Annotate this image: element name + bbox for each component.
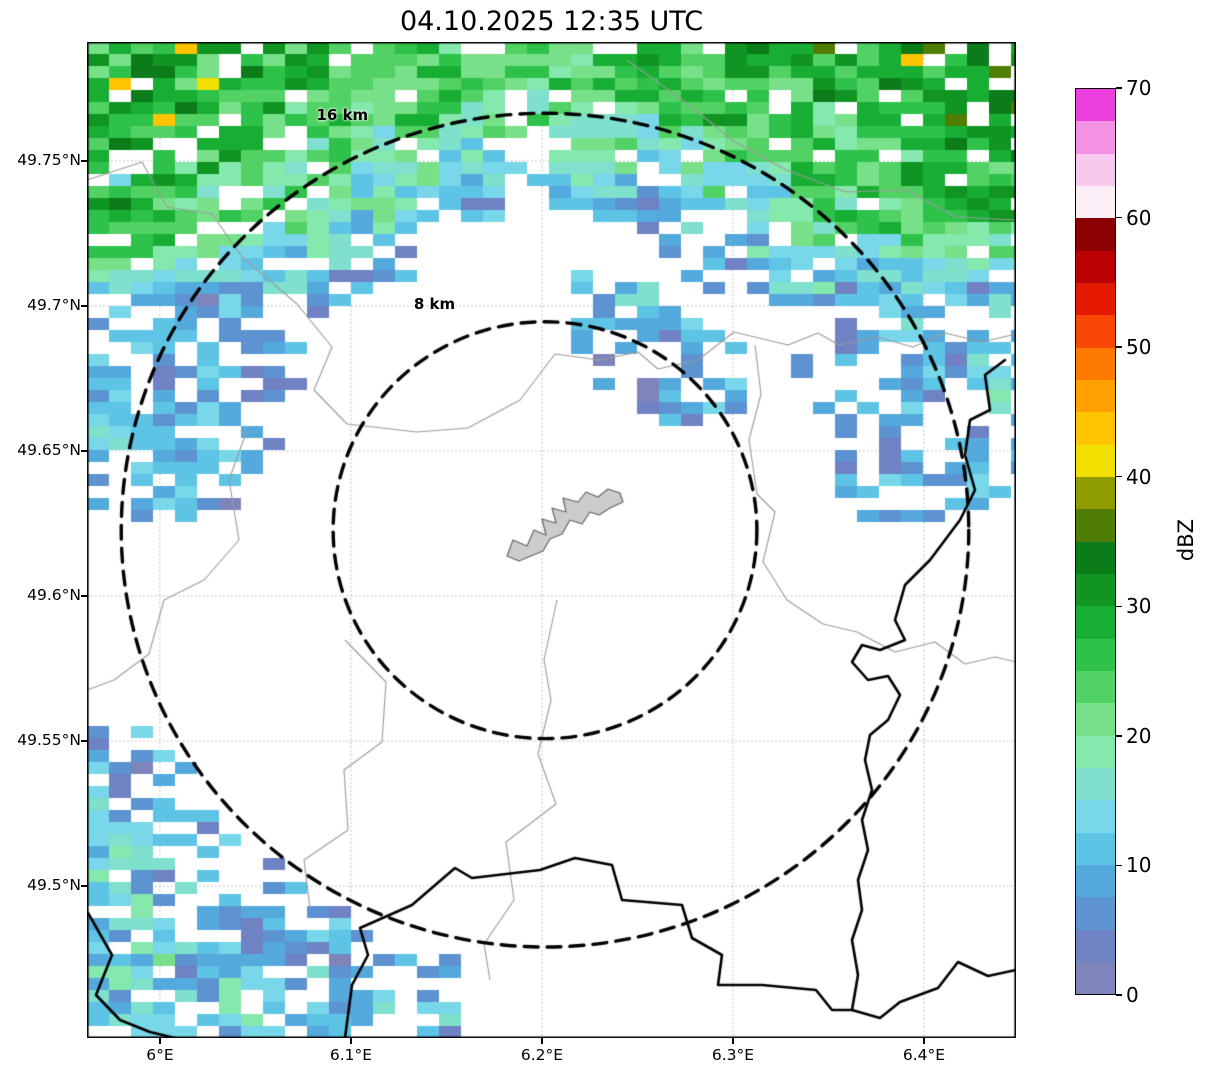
colorbar-tick-mark (1116, 346, 1122, 348)
x-tick-label: 6.1°E (329, 1046, 373, 1064)
colorbar-segment (1076, 218, 1115, 251)
y-tick-label: 49.7°N (27, 295, 81, 314)
y-tick-label: 49.5°N (27, 876, 81, 895)
colorbar-tick-mark (1116, 864, 1122, 867)
colorbar-segment (1076, 444, 1115, 477)
colorbar-tick-label: 30 (1126, 594, 1152, 619)
colorbar-segment (1076, 250, 1115, 283)
y-tick-mark (81, 595, 87, 597)
colorbar-segment (1076, 541, 1115, 574)
radar-map-canvas (87, 42, 1016, 1038)
map-area: 16 km 8 km (87, 42, 1016, 1038)
colorbar-label: dBZ (1174, 518, 1198, 562)
colorbar-segment (1076, 800, 1115, 833)
y-tick-mark (81, 740, 87, 742)
colorbar-segment (1076, 379, 1115, 413)
colorbar-segment (1076, 573, 1115, 607)
colorbar-segment (1076, 735, 1115, 768)
plot-title: 04.10.2025 12:35 UTC (399, 6, 704, 37)
colorbar-segment (1076, 315, 1115, 348)
colorbar-tick-mark (1116, 476, 1122, 478)
colorbar-segment (1076, 509, 1115, 542)
colorbar-tick-mark (1116, 605, 1122, 607)
colorbar-segment (1076, 670, 1115, 704)
colorbar-segment (1076, 832, 1115, 865)
range-ring-label-8km: 8 km (413, 294, 456, 313)
x-tick-label: 6.2°E (520, 1046, 564, 1064)
colorbar-segment (1076, 476, 1115, 510)
x-tick-label: 6.3°E (711, 1046, 755, 1064)
colorbar-segment (1076, 89, 1115, 122)
x-tick-mark (923, 1038, 925, 1044)
colorbar-segment (1076, 185, 1115, 219)
x-tick-mark (541, 1038, 543, 1044)
y-tick-label: 49.75°N (17, 150, 81, 169)
colorbar-tick-label: 0 (1126, 983, 1139, 1007)
x-tick-label: 6.4°E (902, 1046, 946, 1064)
colorbar-tick-label: 50 (1126, 335, 1152, 360)
y-tick-label: 49.55°N (17, 730, 81, 749)
y-tick-mark (81, 885, 87, 887)
y-tick-mark (81, 160, 87, 162)
colorbar-segment (1076, 153, 1115, 186)
colorbar (1075, 88, 1116, 995)
x-tick-label: 6°E (146, 1046, 174, 1064)
x-tick-mark (159, 1038, 161, 1044)
colorbar-segment (1076, 282, 1115, 316)
x-tick-mark (732, 1038, 734, 1044)
colorbar-segment (1076, 606, 1115, 639)
colorbar-segment (1076, 638, 1115, 671)
colorbar-segment (1076, 121, 1115, 154)
range-ring-label-16km: 16 km (316, 105, 369, 124)
colorbar-segment (1076, 961, 1115, 995)
colorbar-tick-label: 20 (1126, 723, 1152, 748)
colorbar-segment (1076, 929, 1115, 962)
colorbar-tick-label: 60 (1126, 205, 1152, 230)
colorbar-tick-mark (1116, 216, 1122, 219)
colorbar-segment (1076, 897, 1115, 930)
colorbar-tick-label: 40 (1126, 464, 1152, 489)
y-tick-mark (81, 450, 87, 452)
colorbar-tick-label: 10 (1126, 853, 1152, 878)
colorbar-segment (1076, 347, 1115, 380)
y-tick-label: 49.6°N (27, 585, 81, 604)
colorbar-segment (1076, 412, 1115, 445)
colorbar-segment (1076, 864, 1115, 898)
y-tick-label: 49.65°N (17, 440, 81, 459)
x-tick-mark (350, 1038, 352, 1044)
y-tick-mark (81, 305, 87, 307)
colorbar-tick-mark (1116, 735, 1122, 737)
colorbar-tick-label: 70 (1126, 76, 1152, 100)
colorbar-segment (1076, 767, 1115, 801)
colorbar-tick-mark (1116, 994, 1122, 996)
colorbar-segment (1076, 703, 1115, 736)
colorbar-tick-mark (1116, 87, 1122, 89)
